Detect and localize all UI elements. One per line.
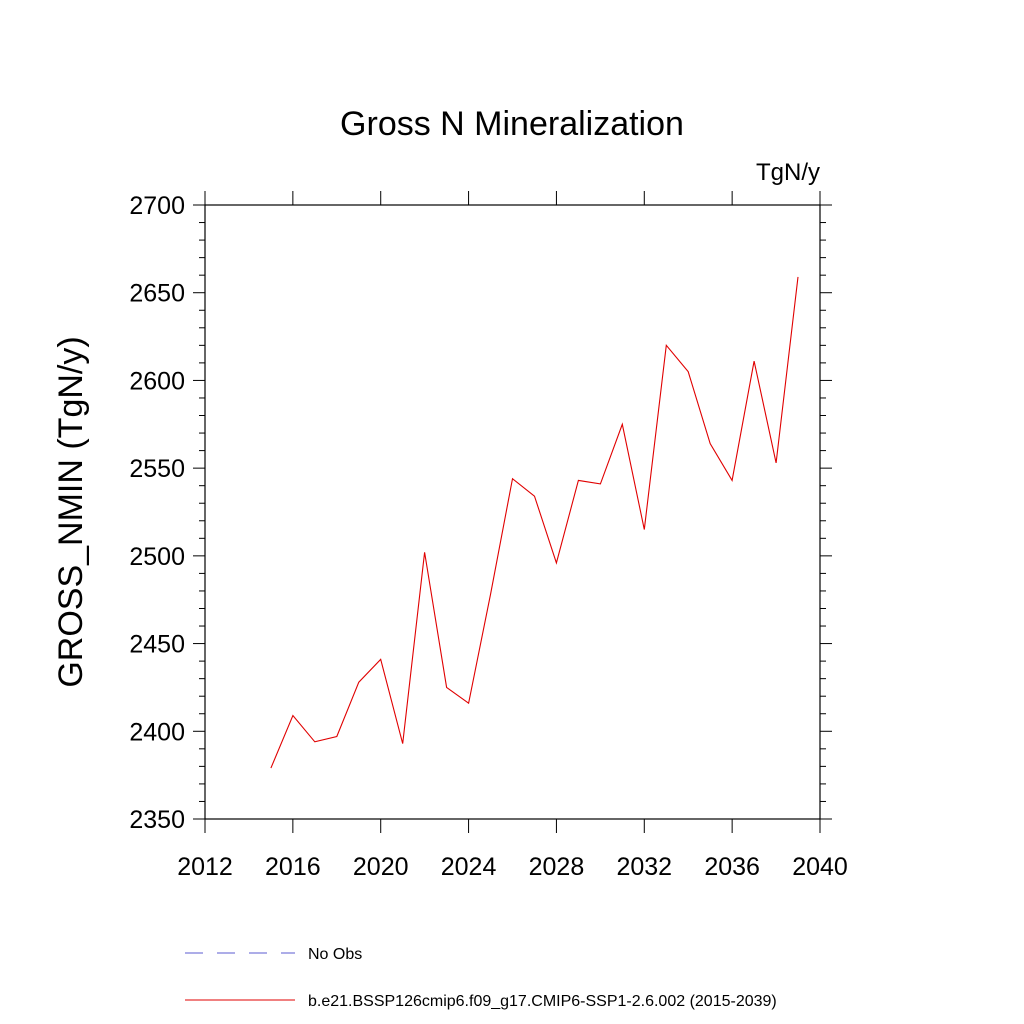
units-label: TgN/y xyxy=(756,159,820,186)
y-tick-label: 2500 xyxy=(129,543,185,571)
axis-ticks xyxy=(193,191,832,833)
plot-frame xyxy=(204,204,821,820)
x-tick-label: 2028 xyxy=(529,853,585,881)
series-layer xyxy=(270,276,799,769)
y-tick-labels: 2350 2400 2450 2500 2550 2600 2650 2700 xyxy=(129,192,185,834)
x-tick-label: 2024 xyxy=(441,853,497,881)
y-tick-label: 2550 xyxy=(129,455,185,483)
legend: No Obs b.e21.BSSP126cmip6.f09_g17.CMIP6-S… xyxy=(185,946,777,1010)
x-tick-label: 2012 xyxy=(177,853,233,881)
legend-label: b.e21.BSSP126cmip6.f09_g17.CMIP6-SSP1-2.… xyxy=(308,993,777,1010)
y-tick-label: 2400 xyxy=(129,718,185,746)
x-tick-labels: 2012 2016 2020 2024 2028 2032 2036 2040 xyxy=(177,853,848,881)
x-tick-label: 2036 xyxy=(704,853,760,881)
y-tick-label: 2650 xyxy=(129,280,185,308)
x-tick-label: 2032 xyxy=(616,853,672,881)
legend-label: No Obs xyxy=(308,946,362,963)
chart-title: Gross N Mineralization xyxy=(340,105,684,143)
y-tick-label: 2600 xyxy=(129,367,185,395)
y-axis-label: GROSS_NMIN (TgN/y) xyxy=(52,336,90,687)
y-tick-label: 2450 xyxy=(129,631,185,659)
y-tick-label: 2700 xyxy=(129,192,185,220)
x-tick-label: 2016 xyxy=(265,853,321,881)
y-tick-label: 2350 xyxy=(129,806,185,834)
x-tick-label: 2020 xyxy=(353,853,409,881)
x-tick-label: 2040 xyxy=(792,853,848,881)
series-line xyxy=(270,276,799,769)
